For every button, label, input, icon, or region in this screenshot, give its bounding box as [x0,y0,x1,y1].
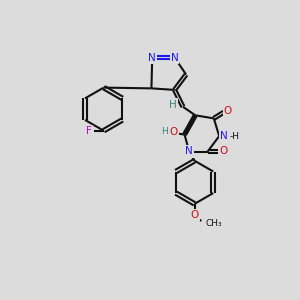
Text: O: O [169,127,178,137]
Text: O: O [224,106,232,116]
Text: O: O [190,210,199,220]
Text: -H: -H [230,132,240,141]
Text: F: F [86,126,92,136]
Text: H: H [161,127,168,136]
Text: O: O [219,146,227,157]
Text: N: N [185,146,193,157]
Text: H: H [169,100,177,110]
Text: N: N [171,52,178,63]
Text: CH₃: CH₃ [205,219,222,228]
Text: N: N [220,131,228,141]
Text: N: N [148,52,156,63]
